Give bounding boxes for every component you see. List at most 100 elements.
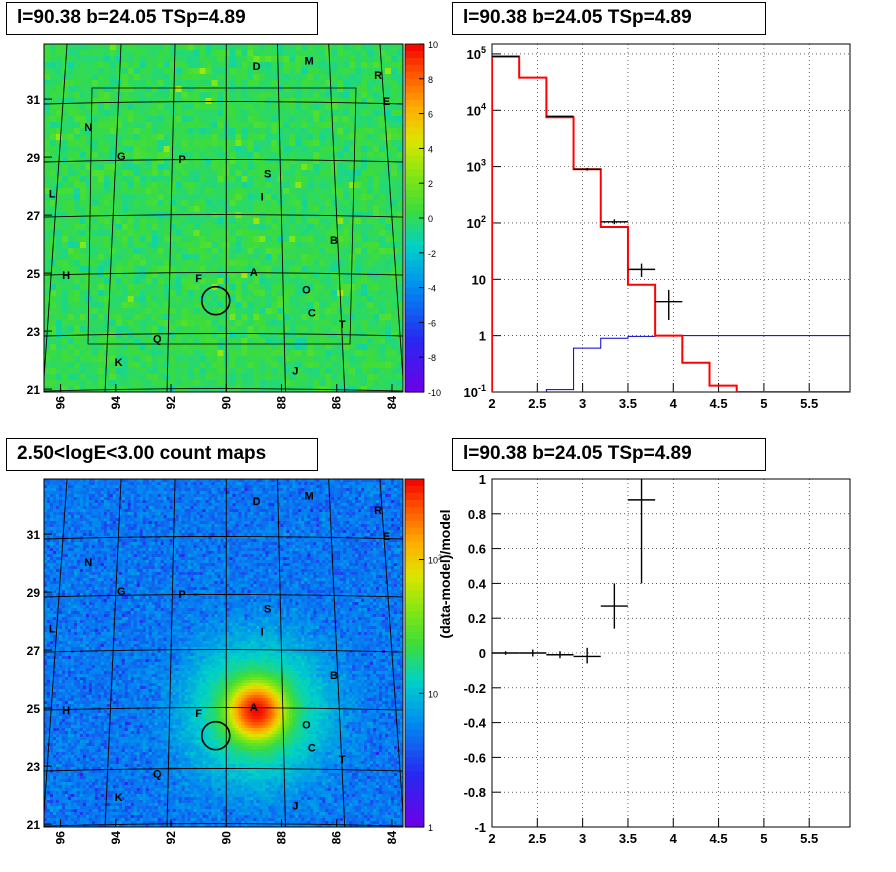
heatmap-cell	[127, 158, 135, 165]
heatmap-cell	[94, 506, 99, 510]
heatmap-cell	[175, 56, 183, 63]
heatmap-cell	[73, 242, 81, 249]
heatmap-cell	[343, 356, 350, 363]
heatmap-cell	[355, 482, 359, 486]
heatmap-cell	[328, 485, 332, 489]
heatmap-cell	[121, 98, 129, 105]
heatmap-cell	[274, 509, 278, 513]
heatmap-cell	[400, 497, 403, 501]
heatmap-cell	[205, 314, 213, 321]
heatmap-cell	[235, 176, 243, 183]
heatmap-cell	[109, 296, 117, 303]
heatmap-cell	[205, 350, 213, 357]
heatmap-cell	[103, 236, 111, 243]
heatmap-cell	[49, 482, 54, 486]
heatmap-cell	[67, 344, 75, 351]
heatmap-cell	[58, 494, 63, 498]
heatmap-cell	[151, 98, 159, 105]
heatmap-cell	[289, 494, 293, 498]
heatmap-cell	[307, 80, 314, 87]
heatmap-cell	[139, 152, 147, 159]
heatmap-cell	[313, 116, 320, 123]
heatmap-cell	[349, 296, 356, 303]
heatmap-cell	[367, 326, 374, 333]
heatmap-cell	[169, 296, 177, 303]
heatmap-cell	[247, 152, 255, 159]
heatmap-cell	[211, 314, 219, 321]
heatmap-cell	[319, 56, 326, 63]
heatmap-cell	[73, 44, 81, 51]
heatmap-cell	[271, 212, 278, 219]
heatmap-cell	[265, 218, 272, 225]
heatmap-cell	[232, 491, 237, 495]
heatmap-cell	[49, 134, 57, 141]
heatmap-cell	[313, 290, 320, 297]
heatmap-cell	[199, 44, 207, 51]
heatmap-cell	[295, 224, 302, 231]
heatmap-cell	[211, 158, 219, 165]
heatmap-cell	[280, 488, 284, 492]
heatmap-cell	[367, 206, 374, 213]
heatmap-cell	[241, 182, 249, 189]
heatmap-cell	[253, 122, 260, 129]
heatmap-cell	[127, 488, 132, 492]
heatmap-cell	[385, 206, 392, 213]
colorbar-segment	[405, 127, 424, 136]
heatmap-cell	[175, 278, 183, 285]
heatmap-cell	[217, 80, 225, 87]
heatmap-cell	[163, 176, 171, 183]
heatmap-cell	[205, 134, 213, 141]
heatmap-cell	[307, 302, 314, 309]
heatmap-cell	[121, 296, 129, 303]
heatmap-cell	[187, 374, 195, 381]
heatmap-cell	[223, 491, 228, 495]
heatmap-cell	[382, 479, 386, 483]
heatmap-cell	[301, 278, 308, 285]
heatmap-cell	[322, 503, 326, 507]
heatmap-cell	[313, 146, 320, 153]
heatmap-cell	[181, 344, 189, 351]
heatmap-cell	[97, 254, 105, 261]
heatmap-cell	[133, 122, 141, 129]
heatmap-cell	[109, 188, 117, 195]
heatmap-cell	[73, 272, 81, 279]
heatmap-cell	[44, 140, 51, 147]
heatmap-cell	[343, 320, 350, 327]
heatmap-cell	[397, 491, 401, 495]
heatmap-cell	[385, 62, 392, 69]
heatmap-cell	[199, 212, 207, 219]
heatmap-cell	[385, 146, 392, 153]
heatmap-cell	[193, 284, 201, 291]
heatmap-cell	[253, 146, 260, 153]
heatmap-cell	[217, 266, 225, 273]
heatmap-cell	[67, 116, 75, 123]
heatmap-cell	[241, 350, 249, 357]
heatmap-cell	[199, 278, 207, 285]
heatmap-cell	[208, 479, 213, 483]
heatmap-cell	[193, 152, 201, 159]
heatmap-cell	[217, 488, 222, 492]
heatmap-cell	[46, 485, 51, 489]
heatmap-cell	[139, 344, 147, 351]
heatmap-cell	[271, 509, 275, 513]
heatmap-cell	[169, 509, 174, 513]
heatmap-cell	[175, 260, 183, 267]
heatmap-cell	[49, 278, 57, 285]
source-label: D	[253, 61, 261, 73]
heatmap-cell	[325, 320, 332, 327]
heatmap-cell	[397, 80, 403, 87]
heatmap-cell	[247, 260, 255, 267]
heatmap-cell	[121, 206, 129, 213]
heatmap-cell	[97, 260, 105, 267]
heatmap-cell	[157, 140, 165, 147]
heatmap-cell	[49, 497, 54, 501]
heatmap-cell	[79, 44, 87, 51]
heatmap-cell	[319, 332, 326, 339]
heatmap-cell	[157, 368, 165, 375]
heatmap-cell	[223, 500, 228, 504]
heatmap-cell	[145, 278, 153, 285]
heatmap-cell	[193, 503, 198, 507]
heatmap-cell	[52, 479, 57, 483]
heatmap-cell	[73, 260, 81, 267]
heatmap-cell	[307, 68, 314, 75]
